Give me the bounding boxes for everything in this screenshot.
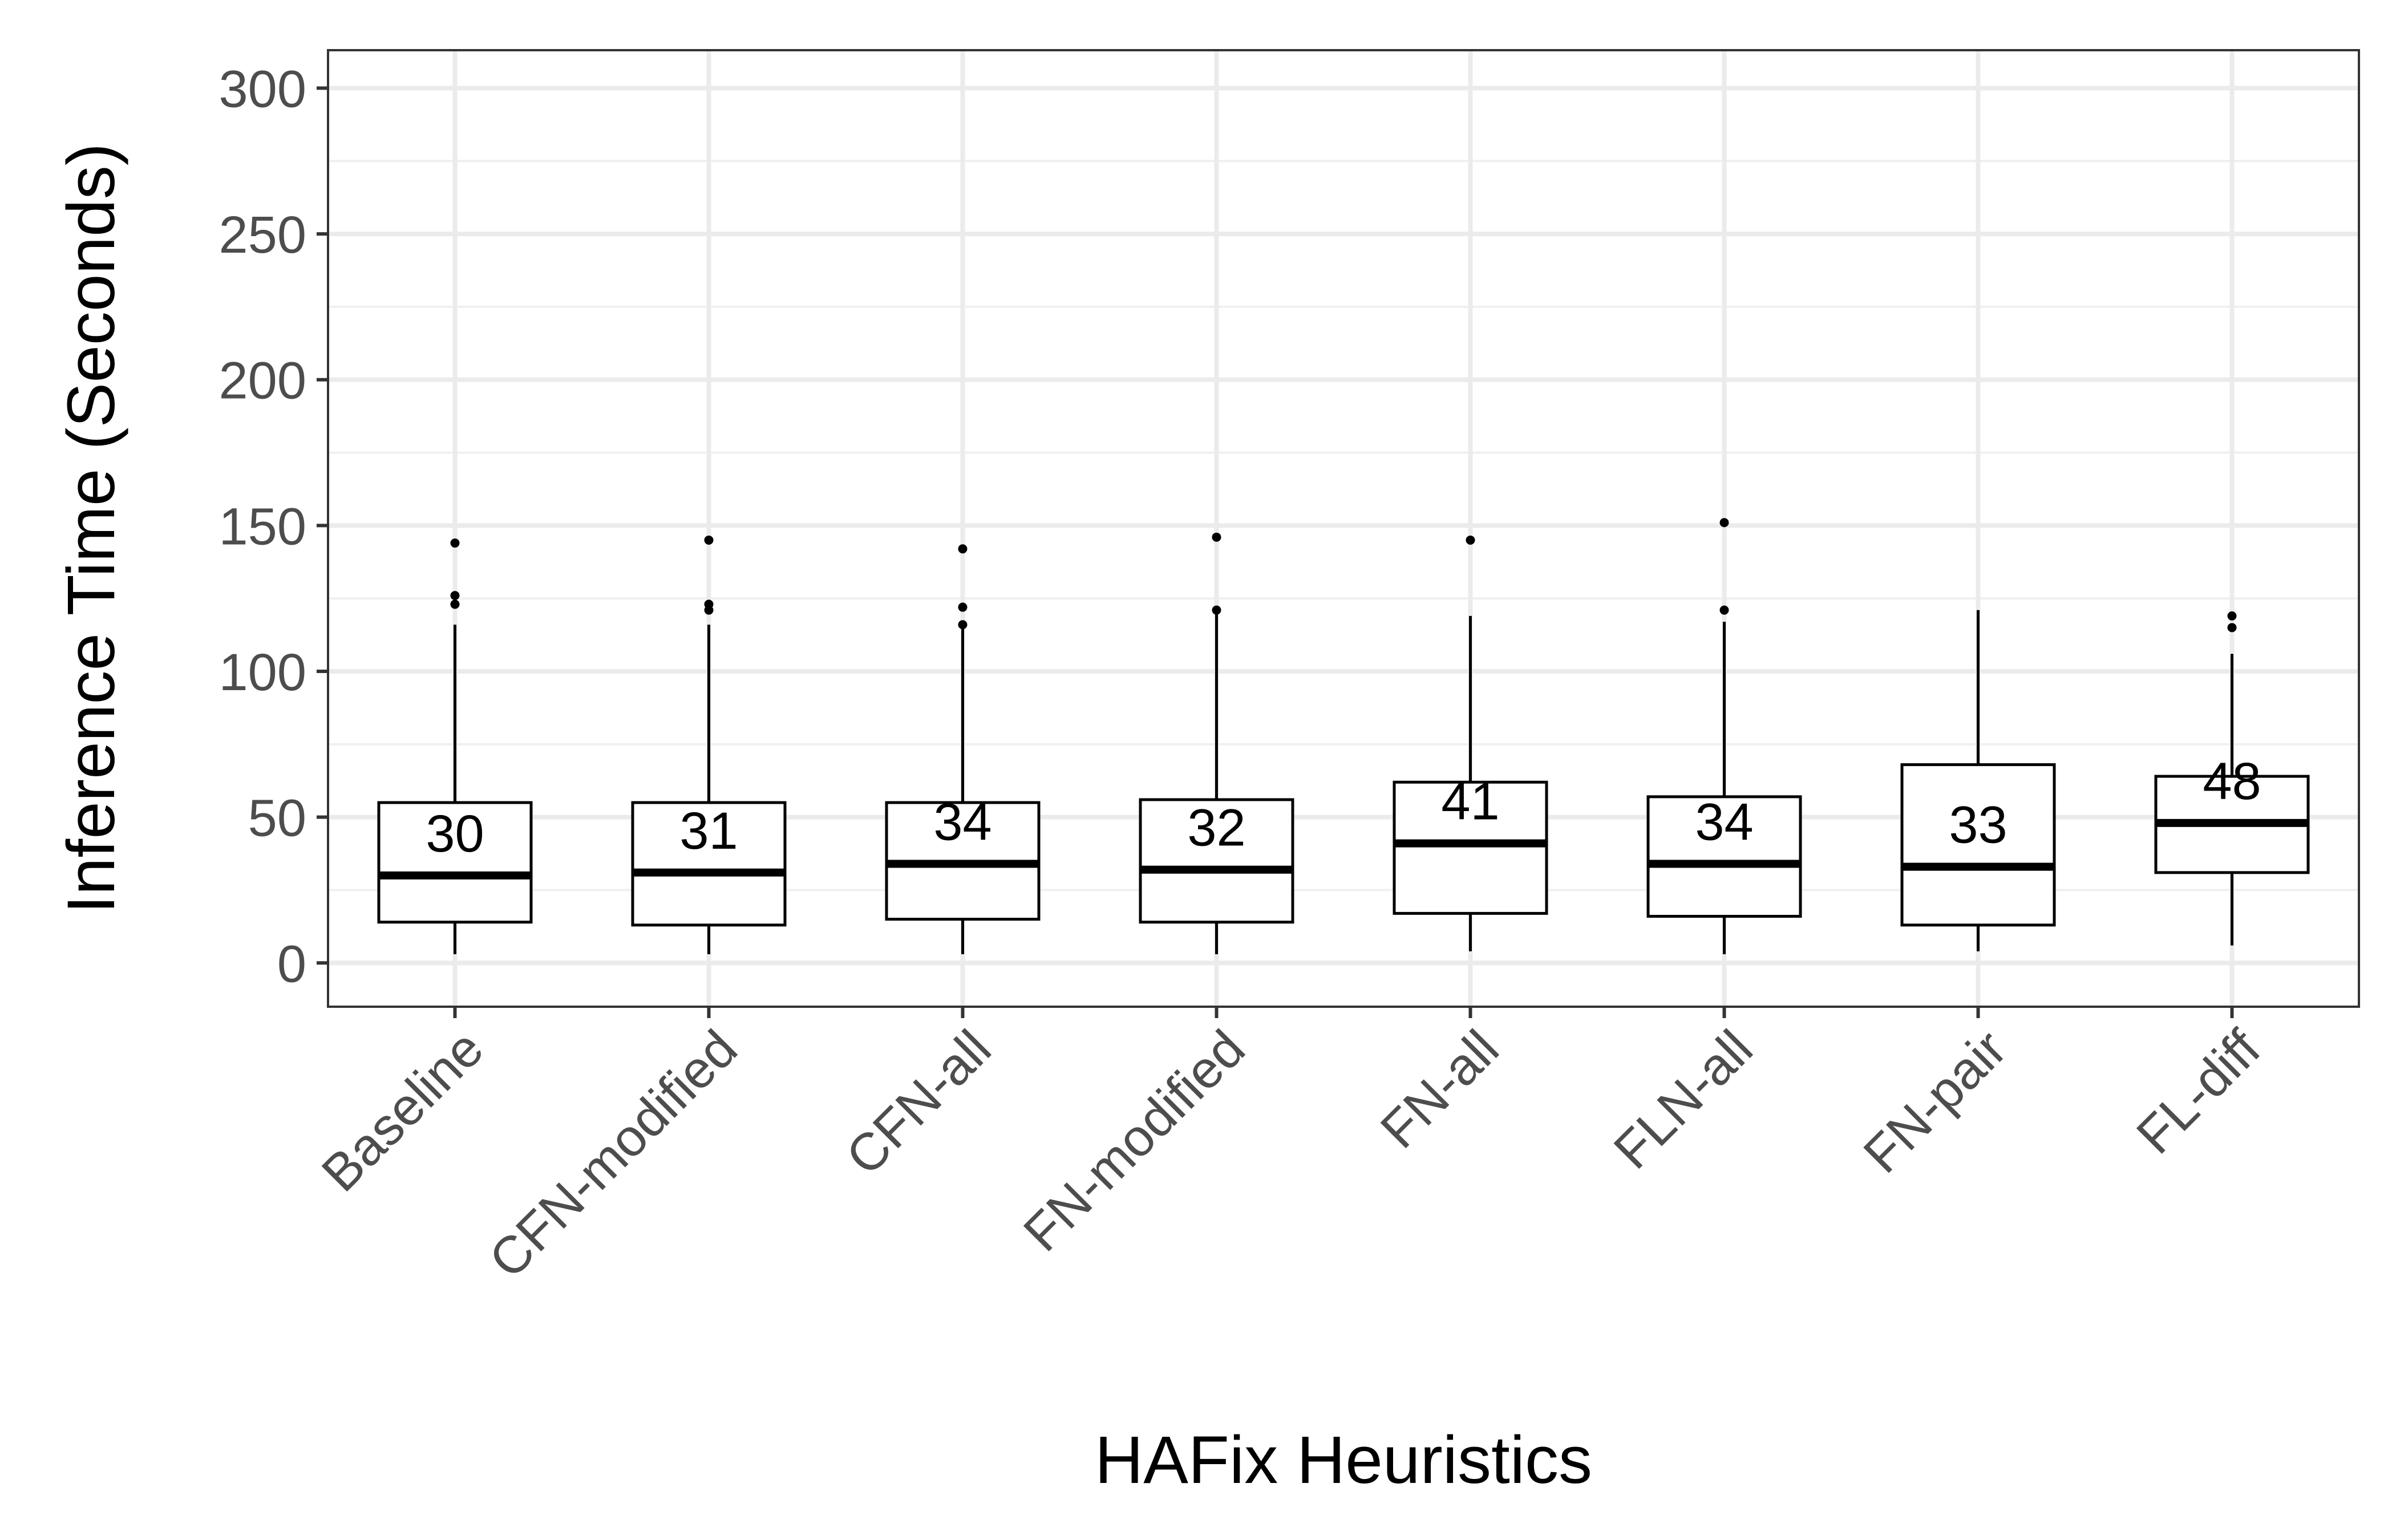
- outlier-point: [2227, 611, 2237, 621]
- outlier-point: [2227, 623, 2237, 633]
- box-cfn-all: 34: [885, 544, 1041, 954]
- outlier-point: [450, 599, 460, 609]
- box-fln-all: 34: [1646, 518, 1802, 954]
- interquartile-box: [377, 801, 533, 924]
- outlier-point: [1212, 605, 1221, 615]
- median-value-label: 33: [1949, 796, 2007, 854]
- boxes: 30 31 34 32 41 34 33 48: [377, 518, 2310, 954]
- interquartile-box: [1900, 763, 2056, 927]
- outlier-point: [958, 602, 968, 612]
- median-value-label: 41: [1441, 773, 1499, 831]
- y-axis-title: Inference Time (Seconds): [54, 143, 129, 914]
- x-axis-title: HAFix Heuristics: [1095, 1423, 1592, 1498]
- interquartile-box: [1139, 798, 1294, 924]
- box-fl-diff: 48: [2154, 611, 2310, 946]
- outlier-point: [704, 535, 714, 545]
- interquartile-box: [1646, 795, 1802, 918]
- y-axis: 0 50 100 150 200 250 300: [219, 60, 328, 993]
- y-tick-label: 200: [219, 352, 307, 410]
- median-value-label: 32: [1187, 799, 1245, 857]
- median-value-label: 34: [933, 793, 991, 851]
- y-tick-label: 50: [248, 789, 306, 848]
- box-baseline: 30: [377, 538, 533, 954]
- outlier-point: [1719, 605, 1729, 615]
- box-fn-pair: 33: [1900, 610, 2056, 951]
- median-value-label: 30: [426, 805, 484, 863]
- median-value-label: 31: [679, 802, 738, 860]
- interquartile-box: [1393, 780, 1548, 915]
- y-tick-label: 150: [219, 497, 307, 556]
- plot-panel-border: [327, 49, 2360, 1008]
- outlier-point: [958, 620, 968, 630]
- median-value-label: 34: [1695, 793, 1753, 851]
- outlier-point: [450, 591, 460, 601]
- median-value-label: 48: [2203, 752, 2261, 810]
- interquartile-box: [631, 801, 787, 927]
- box-fn-all: 41: [1393, 535, 1548, 951]
- y-tick-label: 300: [219, 60, 307, 118]
- y-tick-label: 0: [277, 935, 306, 993]
- outlier-point: [704, 599, 714, 609]
- box-cfn-modified: 31: [631, 535, 787, 954]
- y-tick-label: 100: [219, 643, 307, 702]
- outlier-point: [450, 538, 460, 548]
- box-fn-modified: 32: [1139, 532, 1294, 954]
- outlier-point: [1719, 518, 1729, 528]
- outlier-point: [1466, 535, 1475, 545]
- outlier-point: [958, 544, 968, 554]
- outlier-point: [1212, 532, 1221, 542]
- y-tick-label: 250: [219, 206, 307, 264]
